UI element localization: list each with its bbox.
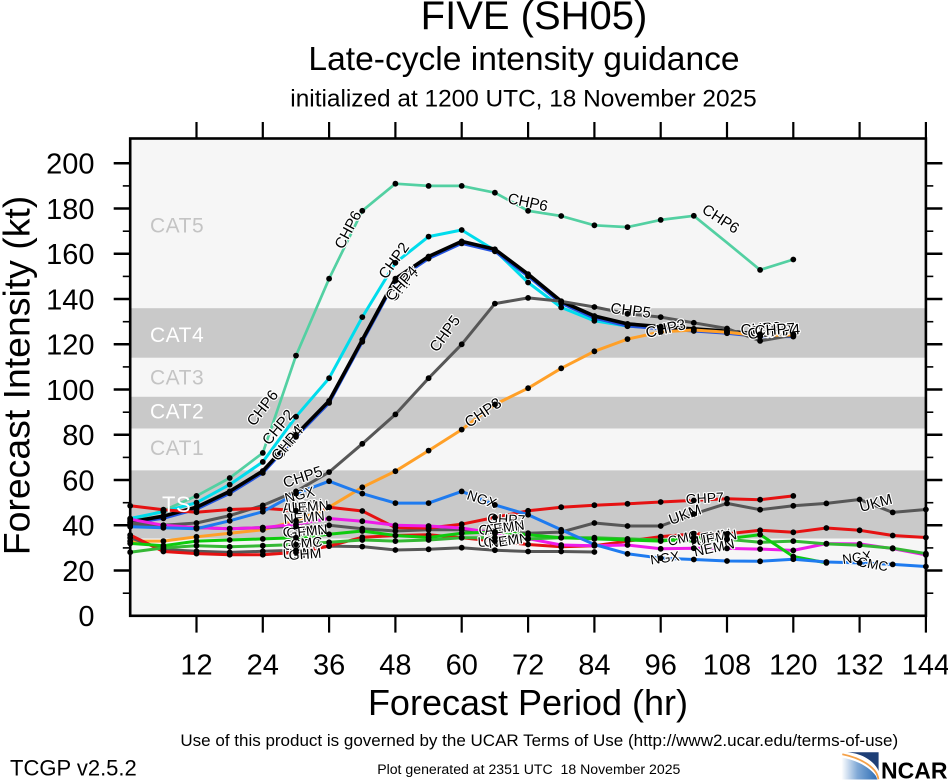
- svg-text:132: 132: [835, 650, 883, 682]
- svg-text:FIVE (SH05): FIVE (SH05): [421, 0, 648, 38]
- svg-text:108: 108: [703, 650, 751, 682]
- svg-text:60: 60: [446, 650, 478, 682]
- svg-text:140: 140: [46, 284, 94, 316]
- svg-text:CAT2: CAT2: [150, 401, 204, 424]
- svg-text:Forecast Intensity (kt): Forecast Intensity (kt): [0, 196, 38, 555]
- svg-text:144: 144: [902, 650, 948, 682]
- svg-text:Plot generated at 2351 UTC 18: Plot generated at 2351 UTC 18 November 2…: [377, 761, 680, 777]
- svg-text:TS: TS: [162, 492, 191, 517]
- svg-text:CAT4: CAT4: [150, 324, 204, 347]
- svg-text:0: 0: [78, 601, 94, 633]
- svg-text:96: 96: [645, 650, 677, 682]
- svg-text:GHM: GHM: [483, 531, 517, 550]
- svg-text:160: 160: [46, 239, 94, 271]
- svg-text:NGX: NGX: [649, 549, 680, 568]
- svg-text:NGX: NGX: [841, 548, 872, 567]
- svg-text:CHP3: CHP3: [747, 323, 789, 343]
- svg-text:48: 48: [379, 650, 411, 682]
- svg-text:GHP7: GHP7: [487, 510, 526, 528]
- svg-text:84: 84: [578, 650, 610, 682]
- svg-text:CHP7: CHP7: [754, 320, 796, 340]
- svg-text:200: 200: [46, 149, 94, 181]
- svg-text:100: 100: [46, 375, 94, 407]
- svg-text:initialized at 1200 UTC, 18 No: initialized at 1200 UTC, 18 November 202…: [290, 85, 756, 112]
- svg-text:80: 80: [62, 420, 94, 452]
- svg-text:36: 36: [313, 650, 345, 682]
- svg-text:24: 24: [247, 650, 279, 682]
- svg-text:20: 20: [62, 556, 94, 588]
- svg-text:72: 72: [512, 650, 544, 682]
- svg-text:CAT5: CAT5: [150, 215, 204, 238]
- svg-text:NCAR: NCAR: [881, 758, 948, 780]
- svg-text:60: 60: [62, 465, 94, 497]
- svg-text:AEMN: AEMN: [282, 496, 324, 516]
- svg-text:12: 12: [180, 650, 212, 682]
- svg-text:GHP7: GHP7: [282, 535, 321, 553]
- svg-text:CAT1: CAT1: [150, 437, 204, 460]
- svg-text:40: 40: [62, 511, 94, 543]
- svg-text:CAT3: CAT3: [150, 367, 204, 390]
- svg-text:CEMN: CEMN: [478, 518, 520, 538]
- svg-text:CMC: CMC: [856, 554, 889, 574]
- svg-text:Late-cycle intensity guidance: Late-cycle intensity guidance: [308, 41, 739, 78]
- svg-text:Use of this product is governe: Use of this product is governed by the U…: [180, 731, 898, 750]
- svg-text:CHP2: CHP2: [740, 319, 782, 339]
- svg-text:GHM: GHM: [288, 545, 322, 563]
- svg-text:120: 120: [769, 650, 817, 682]
- svg-text:Forecast Period (hr): Forecast Period (hr): [368, 682, 688, 723]
- svg-text:120: 120: [46, 330, 94, 362]
- svg-text:CEMN: CEMN: [282, 521, 324, 540]
- svg-text:TCGP v2.5.2: TCGP v2.5.2: [10, 756, 137, 780]
- svg-text:180: 180: [46, 194, 94, 226]
